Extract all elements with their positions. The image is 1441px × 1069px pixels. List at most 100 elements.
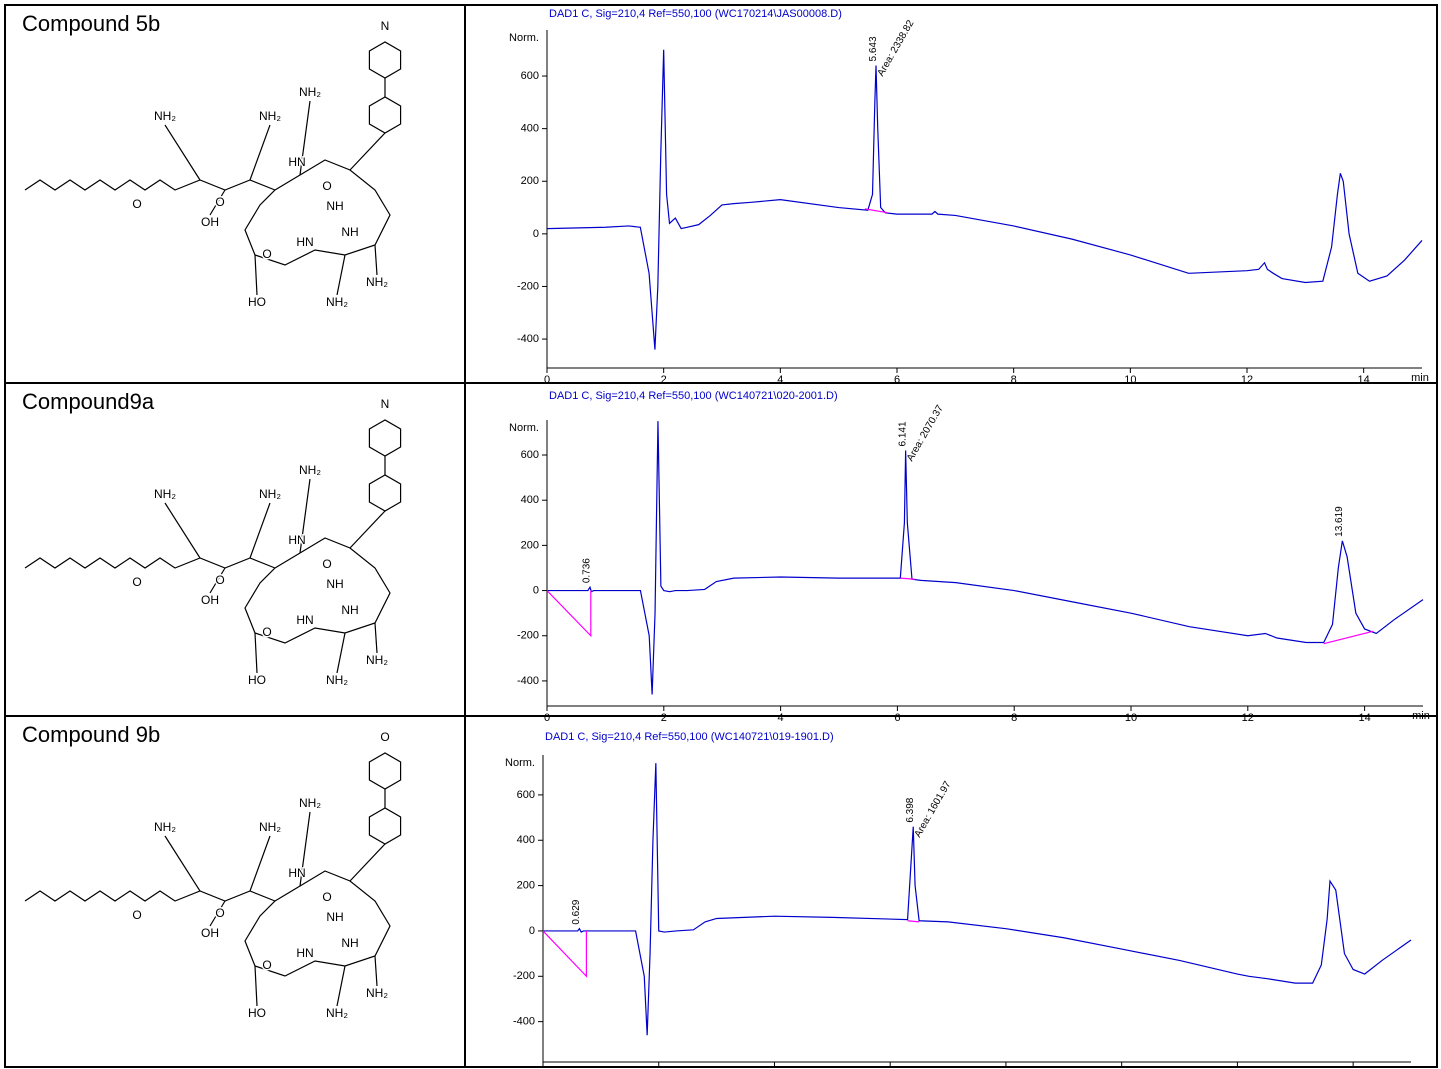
peak-time-label: 5.643 [868,36,879,61]
peak-time-label: 0.629 [571,899,582,924]
atom-label: NH₂ [259,820,281,834]
x-tick-label: 12 [1241,374,1253,386]
atom-label: NH₂ [326,295,348,309]
y-tick-label: -400 [513,1016,535,1028]
x-tick-label: 0 [544,712,550,724]
x-tick-label: 2 [661,712,667,724]
y-tick-label: -400 [517,333,539,345]
atom-label: O [380,730,389,744]
bond [349,843,386,882]
aromatic-ring [368,96,402,134]
atom-label: O [215,573,224,587]
bond [336,632,346,674]
atom-label: O [322,179,331,193]
atom-label: HN [288,866,305,880]
x-tick-label: 6 [887,1068,893,1069]
x-tick-label: 12 [1242,712,1254,724]
atom-label: NH₂ [326,673,348,687]
x-axis-label: min [1400,1066,1418,1069]
bond [299,811,311,887]
compound-name: Compound 9b [22,722,160,747]
y-tick-label: 400 [517,834,535,846]
bond [24,890,276,902]
integration-baseline [864,208,889,214]
x-tick-label: 0 [540,1068,546,1069]
x-tick-label: 6 [894,374,900,386]
atom-label: O [262,958,271,972]
compound-name: Compound 5b [22,11,160,36]
x-tick-label: 8 [1011,374,1017,386]
atom-label: NH [341,225,358,239]
integration-baseline [546,590,592,638]
x-tick-label: 14 [1347,1068,1359,1069]
atom-label: HN [296,946,313,960]
chart-title: DAD1 C, Sig=210,4 Ref=550,100 (WC140721\… [545,731,834,743]
atom-label: O [322,557,331,571]
atom-label: O [215,906,224,920]
chart-title: DAD1 C, Sig=210,4 Ref=550,100 (WC170214\… [549,8,842,20]
x-tick-label: 10 [1116,1068,1128,1069]
atom-label: NH₂ [154,487,176,501]
bond [336,254,346,296]
atom-label: NH [341,936,358,950]
atom-label: OH [201,215,219,229]
atom-label: NH [341,603,358,617]
y-tick-label: 0 [533,584,539,596]
bond [164,124,201,181]
atom-label: NH₂ [366,986,388,1000]
atom-label: O [132,197,141,211]
bond [209,900,226,927]
atom-label: NH₂ [154,109,176,123]
y-tick-label: 400 [521,494,539,506]
atom-label: NH₂ [366,653,388,667]
peak-area-label: Area: 2338.82 [876,18,917,78]
signal-line [546,49,1423,350]
chart-title: DAD1 C, Sig=210,4 Ref=550,100 (WC140721\… [549,390,838,402]
compound-name: Compound9a [22,389,155,414]
aromatic-ring [368,474,402,512]
x-tick-label: 10 [1125,712,1137,724]
atom-label: HN [288,533,305,547]
aromatic-ring [368,419,402,457]
structure [24,41,402,296]
atom-label: NH₂ [259,109,281,123]
x-axis-label: min [1411,372,1429,384]
x-axis-label: min [1412,710,1430,722]
x-tick-label: 6 [894,712,900,724]
aromatic-ring [368,41,402,79]
y-tick-label: 200 [517,880,535,892]
x-tick-label: 4 [771,1068,777,1069]
y-tick-label: -200 [513,970,535,982]
atom-label: O [132,908,141,922]
x-tick-label: 14 [1358,712,1370,724]
bond [374,622,378,654]
atom-label: N [381,397,390,411]
y-axis-label: Norm. [509,32,539,44]
atom-label: NH₂ [326,1006,348,1020]
integration-baseline [907,920,920,923]
bond [249,124,271,181]
peak-time-label: 0.736 [582,558,593,583]
x-tick-label: 10 [1124,374,1136,386]
atom-label: HO [248,1006,266,1020]
atom-label: NH [326,577,343,591]
bond [299,478,311,554]
atom-label: HO [248,295,266,309]
bond [299,100,311,176]
atom-label: NH [326,199,343,213]
bond [254,254,258,296]
x-tick-label: 2 [661,374,667,386]
integration-baseline [542,930,588,978]
atom-label: N [381,19,390,33]
atom-label: OH [201,593,219,607]
bond [349,132,386,171]
aromatic-ring [368,807,402,845]
x-tick-label: 4 [777,374,783,386]
y-tick-label: 200 [521,539,539,551]
ring [244,870,391,977]
bond [254,632,258,674]
x-tick-label: 14 [1358,374,1370,386]
signal-line [543,763,1412,1036]
ring [244,537,391,644]
x-tick-label: 4 [778,712,784,724]
